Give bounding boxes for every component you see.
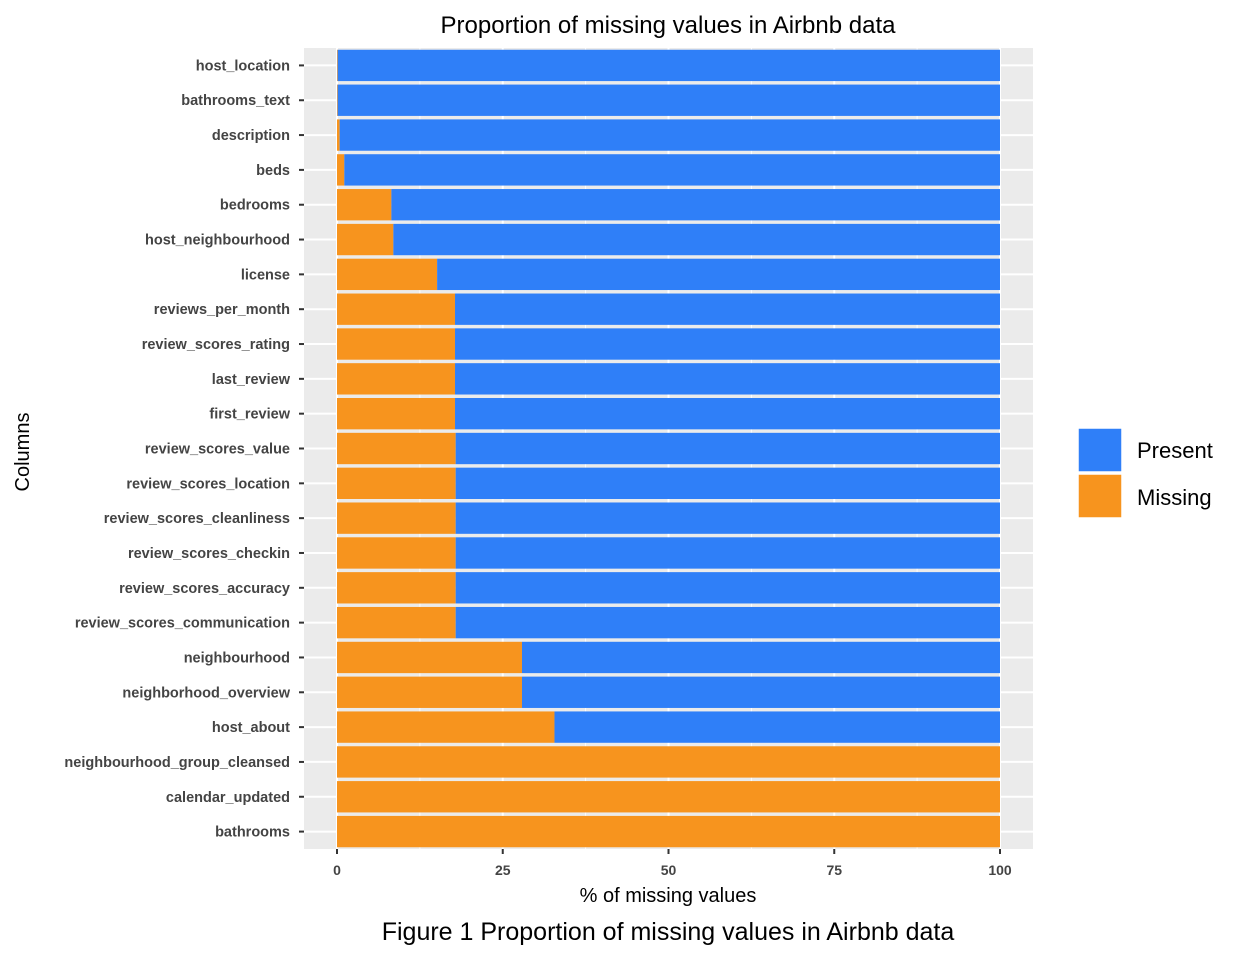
bar-present bbox=[455, 467, 1000, 499]
bar-missing bbox=[337, 84, 338, 116]
bar-present bbox=[455, 432, 1000, 465]
bar-missing bbox=[337, 606, 456, 639]
bar-present bbox=[344, 154, 1001, 186]
legend-key-present bbox=[1077, 427, 1123, 473]
y-tick-label: description bbox=[212, 128, 290, 144]
y-tick-label: last_review bbox=[212, 372, 291, 388]
y-tick-label: review_scores_rating bbox=[142, 337, 290, 353]
bar-present bbox=[455, 328, 1000, 360]
y-tick-label: bedrooms bbox=[220, 198, 290, 214]
bar-missing bbox=[337, 467, 456, 499]
y-tick-label: reviews_per_month bbox=[154, 302, 290, 318]
bars bbox=[337, 49, 1001, 848]
bar-missing bbox=[337, 398, 456, 430]
bar-present bbox=[455, 293, 1000, 325]
x-axis-ticks: 0 25 50 75 100 bbox=[333, 849, 1012, 878]
y-axis-ticks: host_location bathrooms_text description be… bbox=[64, 58, 304, 841]
y-tick-label: neighbourhood bbox=[184, 650, 290, 666]
y-axis-title: Columns bbox=[12, 413, 34, 492]
y-tick-label: license bbox=[241, 267, 290, 283]
y-tick-label: host_location bbox=[196, 58, 290, 74]
bar-missing bbox=[337, 815, 1000, 848]
bar-missing bbox=[337, 154, 345, 186]
bar-present bbox=[455, 363, 1000, 395]
x-tick-label: 25 bbox=[495, 862, 511, 878]
x-tick-label: 50 bbox=[661, 862, 677, 878]
bar-missing bbox=[337, 119, 340, 151]
y-tick-label: neighbourhood_group_cleansed bbox=[64, 755, 290, 771]
bar-missing bbox=[337, 641, 522, 674]
bar-missing bbox=[337, 746, 1000, 778]
legend: Present Missing bbox=[1077, 427, 1213, 519]
bar-present bbox=[337, 84, 1001, 116]
bar-missing bbox=[337, 223, 394, 256]
bar-present bbox=[521, 641, 1000, 674]
legend-label-missing: Missing bbox=[1137, 485, 1212, 510]
y-tick-label: review_scores_accuracy bbox=[119, 581, 290, 597]
bar-missing bbox=[337, 328, 456, 360]
bar-present bbox=[337, 49, 1001, 82]
y-tick-label: host_neighbourhood bbox=[145, 233, 290, 249]
bar-missing bbox=[337, 293, 456, 325]
y-tick-label: review_scores_checkin bbox=[128, 546, 290, 562]
bar-missing bbox=[337, 189, 392, 221]
bar-missing bbox=[337, 432, 456, 465]
bar-present bbox=[455, 572, 1000, 604]
y-tick-label: review_scores_communication bbox=[75, 616, 290, 632]
bar-missing bbox=[337, 258, 438, 291]
chart-title: Proportion of missing values in Airbnb d… bbox=[441, 12, 897, 39]
bar-present bbox=[455, 537, 1000, 569]
bar-present bbox=[393, 223, 1001, 256]
bar-missing bbox=[337, 781, 1000, 813]
y-tick-label: bathrooms bbox=[215, 825, 290, 841]
bar-present bbox=[455, 606, 1000, 639]
x-tick-label: 100 bbox=[988, 862, 1012, 878]
legend-key-missing bbox=[1077, 473, 1123, 519]
x-axis-title: % of missing values bbox=[580, 885, 757, 907]
y-tick-label: calendar_updated bbox=[166, 790, 290, 806]
legend-label-present: Present bbox=[1137, 438, 1213, 463]
x-tick-label: 75 bbox=[826, 862, 842, 878]
bar-missing bbox=[337, 537, 456, 569]
x-tick-label: 0 bbox=[333, 862, 341, 878]
bar-present bbox=[455, 398, 1000, 430]
bar-missing bbox=[337, 49, 338, 82]
bar-present bbox=[521, 676, 1000, 708]
figure-caption: Figure 1 Proportion of missing values in… bbox=[382, 918, 955, 946]
y-tick-label: beds bbox=[256, 163, 290, 179]
y-tick-label: first_review bbox=[209, 407, 290, 423]
bar-present bbox=[339, 119, 1001, 151]
bar-present bbox=[455, 502, 1000, 534]
y-tick-label: bathrooms_text bbox=[181, 93, 290, 109]
bar-present bbox=[437, 258, 1000, 291]
bar-present bbox=[554, 711, 1000, 743]
y-tick-label: host_about bbox=[212, 720, 290, 736]
bar-missing bbox=[337, 572, 456, 604]
y-tick-label: review_scores_cleanliness bbox=[104, 511, 290, 527]
bar-missing bbox=[337, 676, 522, 708]
bar-missing bbox=[337, 363, 456, 395]
bar-missing bbox=[337, 502, 456, 534]
y-tick-label: neighborhood_overview bbox=[122, 685, 290, 701]
bar-present bbox=[391, 189, 1001, 221]
bar-missing bbox=[337, 711, 555, 743]
y-tick-label: review_scores_value bbox=[145, 442, 290, 458]
y-tick-label: review_scores_location bbox=[126, 476, 290, 492]
